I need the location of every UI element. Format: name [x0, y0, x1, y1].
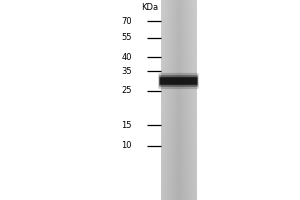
- Text: 55: 55: [122, 33, 132, 43]
- Text: 70: 70: [122, 17, 132, 25]
- Text: 25: 25: [122, 86, 132, 95]
- FancyBboxPatch shape: [158, 73, 199, 89]
- Text: 15: 15: [122, 120, 132, 130]
- FancyBboxPatch shape: [159, 75, 198, 87]
- Text: KDa: KDa: [141, 2, 159, 11]
- Text: 10: 10: [122, 142, 132, 150]
- FancyBboxPatch shape: [160, 77, 197, 85]
- Text: 35: 35: [122, 66, 132, 75]
- Text: 40: 40: [122, 52, 132, 62]
